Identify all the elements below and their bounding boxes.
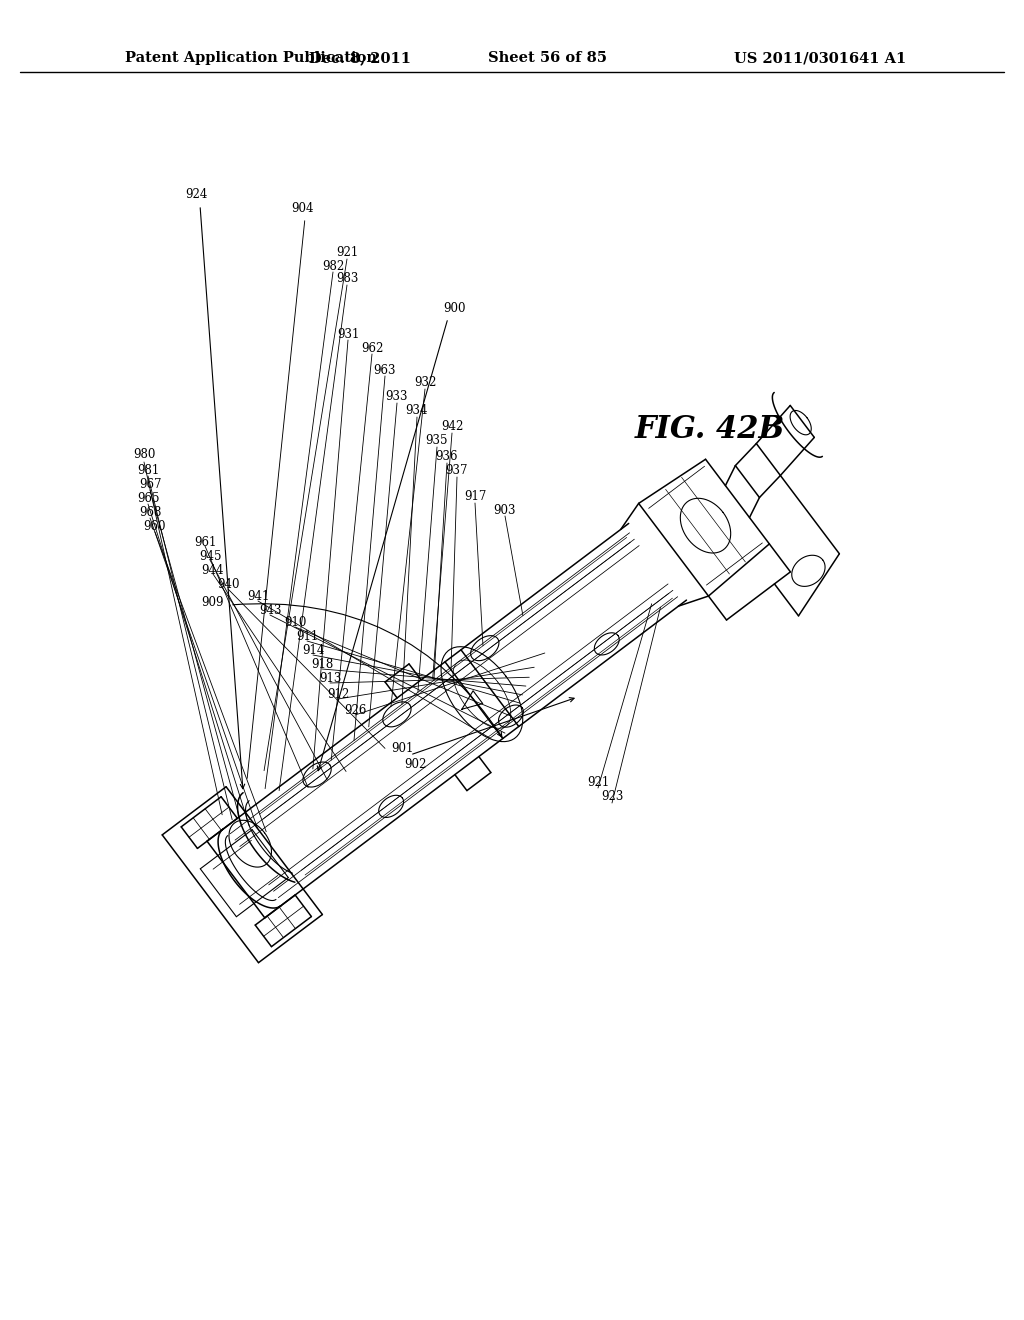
- Text: 902: 902: [403, 759, 426, 771]
- Text: 942: 942: [440, 421, 463, 433]
- Text: 921: 921: [587, 776, 609, 788]
- Text: 900: 900: [443, 301, 466, 314]
- Text: Dec. 8, 2011: Dec. 8, 2011: [309, 51, 411, 65]
- Text: 937: 937: [445, 465, 468, 478]
- Text: 945: 945: [199, 549, 221, 562]
- Text: 926: 926: [344, 705, 367, 718]
- Text: FIG. 42B: FIG. 42B: [635, 414, 785, 446]
- Text: 980: 980: [133, 449, 156, 462]
- Text: 903: 903: [494, 503, 516, 516]
- Text: 962: 962: [360, 342, 383, 355]
- Text: 940: 940: [217, 578, 240, 591]
- Text: 921: 921: [336, 247, 358, 260]
- Text: 913: 913: [318, 672, 341, 685]
- Text: 914: 914: [302, 644, 325, 657]
- Text: 967: 967: [138, 479, 161, 491]
- Text: 941: 941: [247, 590, 269, 603]
- Text: 910: 910: [284, 616, 306, 630]
- Text: 911: 911: [296, 631, 318, 644]
- Text: US 2011/0301641 A1: US 2011/0301641 A1: [734, 51, 906, 65]
- Text: 944: 944: [202, 564, 224, 577]
- Text: 917: 917: [464, 491, 486, 503]
- Text: 982: 982: [322, 260, 344, 272]
- Text: 961: 961: [194, 536, 216, 549]
- Text: 935: 935: [426, 434, 449, 447]
- Text: 963: 963: [374, 363, 396, 376]
- Text: 968: 968: [139, 507, 161, 520]
- Text: Sheet 56 of 85: Sheet 56 of 85: [488, 51, 607, 65]
- Text: 933: 933: [386, 391, 409, 404]
- Text: 924: 924: [184, 189, 207, 202]
- Text: 983: 983: [336, 272, 358, 285]
- Text: 901: 901: [391, 742, 414, 755]
- Text: 932: 932: [414, 376, 436, 389]
- Text: 904: 904: [291, 202, 313, 214]
- Text: 934: 934: [406, 404, 428, 417]
- Text: 931: 931: [337, 327, 359, 341]
- Text: 960: 960: [143, 520, 166, 533]
- Text: Patent Application Publication: Patent Application Publication: [125, 51, 377, 65]
- Text: 918: 918: [311, 659, 333, 672]
- Text: 912: 912: [327, 689, 349, 701]
- Text: 909: 909: [201, 597, 223, 610]
- Text: 981: 981: [137, 463, 159, 477]
- Text: 923: 923: [601, 791, 624, 804]
- Text: 943: 943: [259, 605, 282, 618]
- Text: 965: 965: [137, 492, 160, 506]
- Text: 936: 936: [436, 450, 459, 463]
